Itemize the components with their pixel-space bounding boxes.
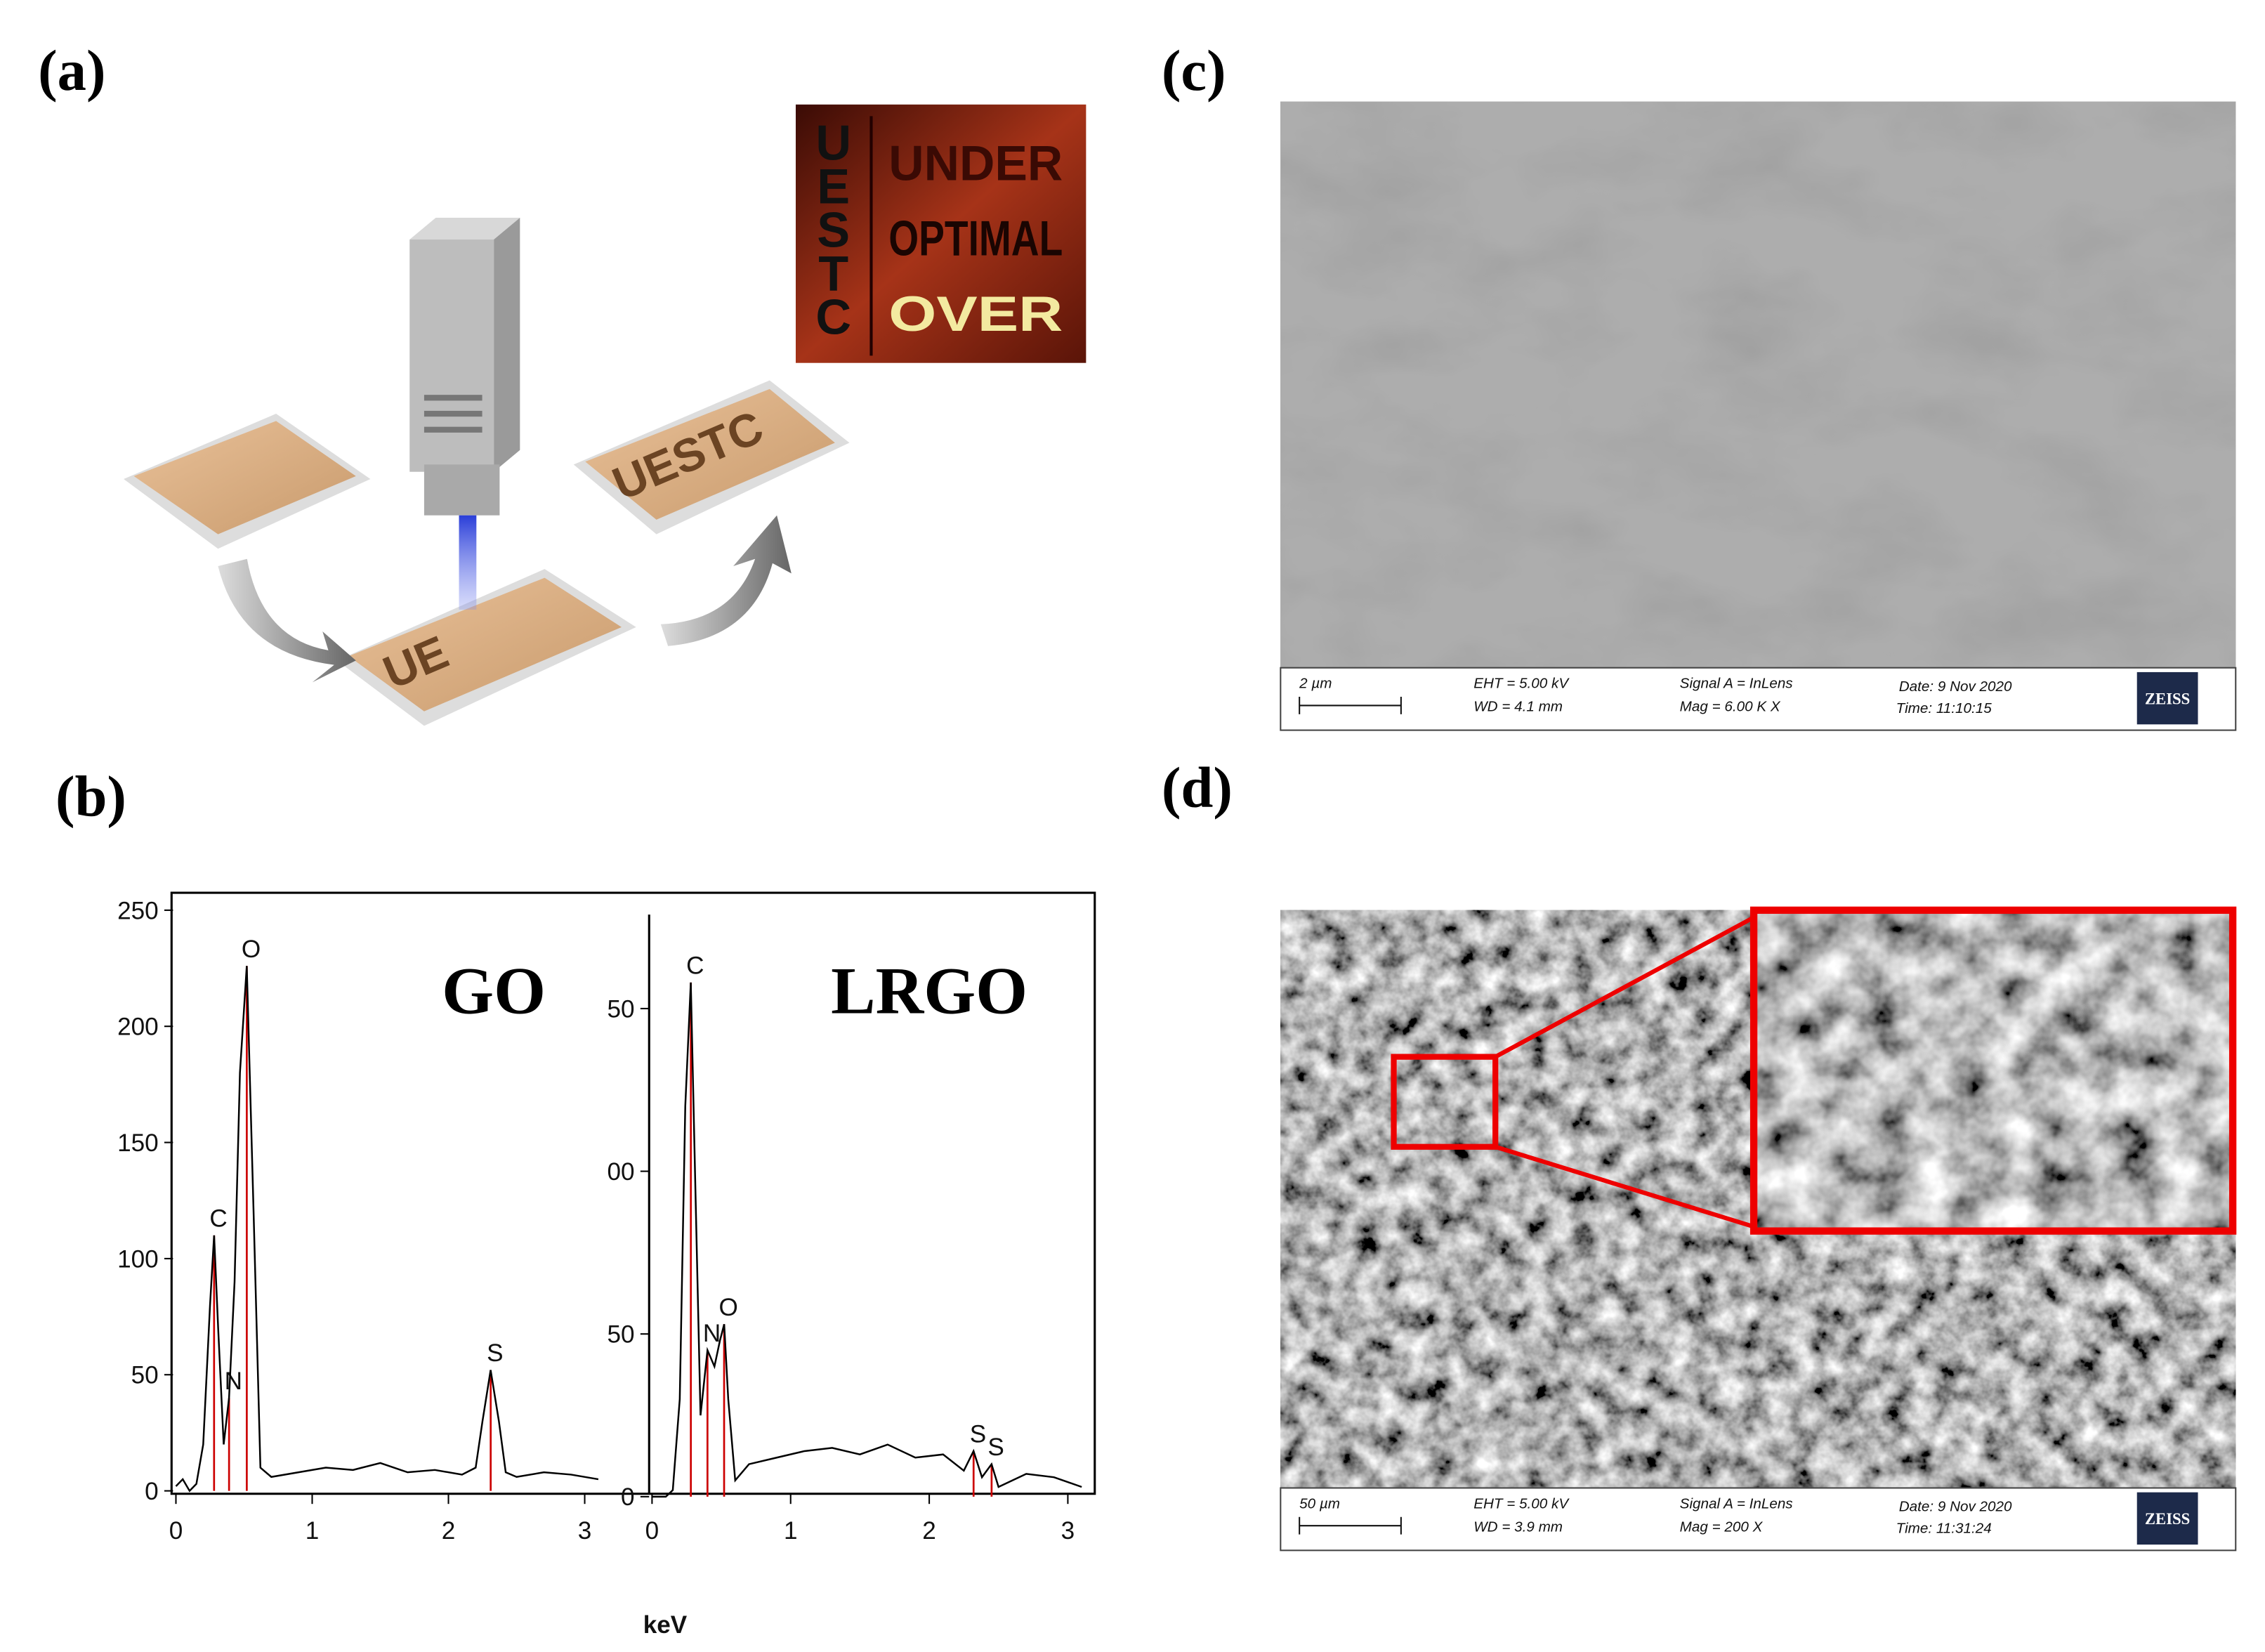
x-tick-label: 3 (1061, 1517, 1075, 1545)
peak-label: N (225, 1368, 242, 1395)
sem-c: 2 µm EHT = 5.00 kV WD = 4.1 mm Signal A = I… (1280, 101, 2237, 731)
info-text: EHT = 5.00 kV (1473, 1495, 1570, 1512)
peak-label: C (209, 1205, 227, 1232)
sem-d: 50 µm EHT = 5.00 kV WD = 3.9 mm Signal A = … (1280, 906, 2237, 1552)
logo-text: ZEISS (2145, 690, 2190, 707)
info-text: Date: 9 Nov 2020 (1899, 678, 2012, 695)
peak-label: S (487, 1339, 503, 1367)
y-tick-label: 250 (117, 897, 159, 924)
photo-letter: T (818, 245, 848, 301)
y-tick-label: 00 (608, 1158, 635, 1186)
scale-text: 2 µm (1299, 676, 1332, 692)
panel-label: (d) (1162, 755, 1233, 820)
y-tick-label: 0 (145, 1478, 159, 1505)
photo-row: OVER (888, 286, 1063, 341)
peak-label: S (970, 1421, 986, 1448)
panel-label: (c) (1162, 38, 1226, 103)
peak-label: S (987, 1434, 1004, 1461)
y-tick-label: 0 (621, 1483, 635, 1511)
logo-box (2136, 1492, 2198, 1545)
scale-text: 50 µm (1299, 1495, 1340, 1512)
peak-label: O (719, 1294, 738, 1321)
panel-label: (a) (38, 38, 105, 103)
photo-letter: U (815, 114, 851, 170)
x-tick-label: 1 (784, 1517, 798, 1545)
y-tick-label: 200 (117, 1014, 159, 1041)
info-text: Time: 11:10:15 (1896, 700, 1992, 716)
info-text: WD = 3.9 mm (1473, 1519, 1563, 1535)
x-tick-label: 2 (442, 1517, 456, 1545)
scale-bar (1299, 1516, 1402, 1535)
info-text: WD = 4.1 mm (1473, 699, 1563, 715)
info-text: Mag = 200 X (1680, 1519, 1764, 1535)
y-tick-label: 50 (608, 1321, 635, 1349)
chart-title: GO (442, 954, 546, 1028)
peak-label: N (703, 1320, 721, 1347)
info-text: Signal A = InLens (1680, 676, 1793, 692)
x-tick-label: 1 (306, 1517, 320, 1545)
x-axis-label: keV (643, 1611, 688, 1639)
spectrum-line (175, 966, 599, 1493)
info-text: Date: 9 Nov 2020 (1899, 1499, 2012, 1515)
schematic: UE UESTC (124, 218, 850, 726)
photo-row: OPTIMAL (888, 211, 1063, 266)
x-tick-label: 0 (645, 1517, 659, 1545)
x-tick-label: 0 (169, 1517, 183, 1545)
y-tick-label: 50 (608, 995, 635, 1023)
photo-letter: S (817, 202, 850, 257)
spectrum-line (652, 982, 1082, 1498)
scale-bar (1299, 697, 1402, 714)
info-text: EHT = 5.00 kV (1473, 676, 1570, 692)
photo-row: UNDER (888, 135, 1063, 190)
x-tick-label: 2 (922, 1517, 936, 1545)
panel-label: (b) (55, 764, 126, 829)
y-tick-label: 50 (131, 1362, 159, 1389)
info-text: Time: 11:31:24 (1896, 1521, 1992, 1537)
photo: UESTC UNDER OPTIMAL OVER (796, 104, 1086, 363)
logo-box (2136, 671, 2198, 725)
info-text: Mag = 6.00 K X (1680, 699, 1781, 715)
y-tick-label: 150 (117, 1129, 159, 1157)
photo-letter: E (817, 158, 850, 214)
peak-label: C (686, 952, 704, 979)
x-tick-label: 3 (578, 1517, 592, 1545)
info-text: Signal A = InLens (1680, 1495, 1793, 1512)
photo-letter: C (815, 289, 851, 344)
peak-label: O (242, 936, 261, 963)
chart-title: LRGO (831, 954, 1028, 1028)
y-tick-label: 100 (117, 1245, 159, 1273)
logo-text: ZEISS (2145, 1510, 2190, 1528)
